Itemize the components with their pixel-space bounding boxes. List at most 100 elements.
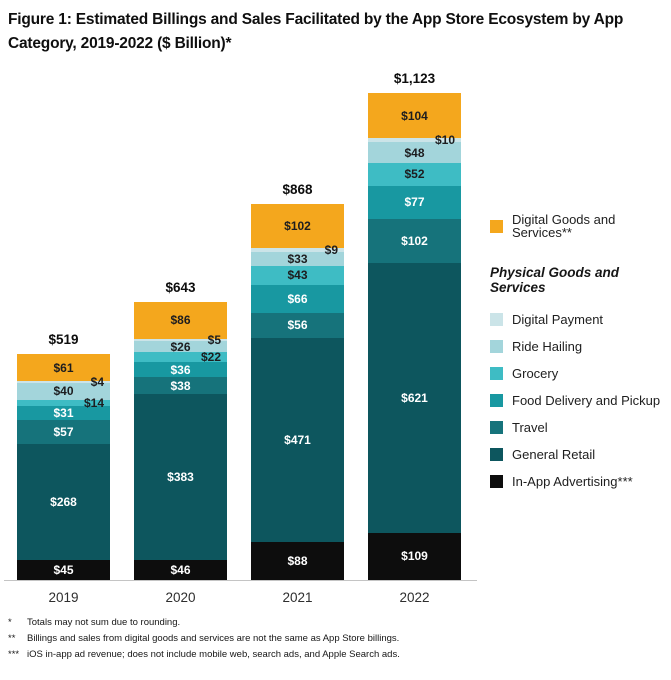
value-label-ride-hailing-2021: $33: [287, 251, 308, 266]
value-label-travel-2019: $57: [53, 424, 74, 439]
legend-label-travel: Travel: [512, 420, 548, 435]
footnote-3-text: iOS in-app ad revenue; does not include …: [27, 649, 400, 661]
footnote-1: * Totals may not sum due to rounding.: [8, 615, 658, 631]
legend-item-travel: Travel: [490, 421, 671, 434]
grocery-swatch: [490, 367, 503, 380]
legend-label-food-delivery: Food Delivery and Pickup: [512, 393, 661, 408]
segment-travel-2019: $57: [17, 419, 110, 445]
segment-travel-2022: $102: [368, 219, 461, 264]
total-label-2020: $643: [165, 279, 196, 295]
legend-label-grocery: Grocery: [512, 366, 559, 381]
value-label-digital-payment-2019: $4: [90, 374, 104, 389]
legend-item-digital-payment: Digital Payment: [490, 313, 671, 326]
value-label-in-app-advertising-2021: $88: [287, 553, 308, 568]
value-label-food-delivery-and-pickup-2020: $36: [170, 362, 191, 377]
segment-digital-goods-and-services-2020: $86: [134, 301, 227, 339]
value-label-digital-payment-2021: $9: [324, 242, 338, 257]
segment-grocery-2019: [17, 400, 110, 407]
value-label-digital-goods-and-services-2020: $86: [170, 313, 191, 328]
value-label-digital-goods-and-services-2019: $61: [53, 360, 74, 375]
travel-swatch: [490, 421, 503, 434]
segment-digital-payment-2021: [251, 247, 344, 252]
segment-grocery-2021: $43: [251, 265, 344, 285]
legend-heading-physical: Physical Goods and Services: [490, 265, 620, 295]
segment-ride-hailing-2019: $40: [17, 382, 110, 401]
bar-2019: $61 $4 $40 $14 $31 $57 $268 $45: [17, 354, 110, 580]
segment-general-retail-2022: $621: [368, 263, 461, 533]
segment-in-app-advertising-2019: $45: [17, 560, 110, 580]
value-label-general-retail-2020: $383: [167, 469, 194, 484]
digital-payment-swatch: [490, 313, 503, 326]
segment-ride-hailing-2020: $26: [134, 339, 227, 354]
value-label-grocery-2019: $14: [83, 396, 104, 411]
segment-food-delivery-and-pickup-2020: $36: [134, 361, 227, 378]
legend-item-general-retail: General Retail: [490, 448, 671, 461]
segment-general-retail-2021: $471: [251, 337, 344, 542]
segment-in-app-advertising-2021: $88: [251, 541, 344, 580]
value-label-in-app-advertising-2022: $109: [401, 549, 428, 564]
segment-ride-hailing-2021: $33: [251, 251, 344, 266]
value-label-travel-2020: $38: [170, 378, 191, 393]
value-label-general-retail-2021: $471: [284, 432, 311, 447]
segment-grocery-2020: [134, 352, 227, 362]
figure-title-line2: Category, 2019-2022 ($ Billion)*: [8, 35, 232, 53]
value-label-digital-goods-and-services-2021: $102: [284, 218, 311, 233]
figure-title: Figure 1: Estimated Billings and Sales F…: [8, 8, 668, 56]
x-axis-label-2019: 2019: [48, 590, 79, 605]
segment-in-app-advertising-2022: $109: [368, 532, 461, 580]
footnote-2-marker: **: [8, 633, 16, 645]
value-label-travel-2022: $102: [401, 234, 428, 249]
x-axis-label-2020: 2020: [165, 590, 196, 605]
total-label-2021: $868: [282, 181, 313, 197]
segment-food-delivery-and-pickup-2022: $77: [368, 185, 461, 220]
legend-label-ride-hailing: Ride Hailing: [512, 339, 583, 354]
total-label-2022: $1,123: [393, 70, 436, 86]
x-axis-label-2021: 2021: [282, 590, 313, 605]
footnote-1-text: Totals may not sum due to rounding.: [27, 617, 181, 628]
value-label-digital-payment-2020: $5: [207, 332, 221, 347]
segment-in-app-advertising-2020: $46: [134, 560, 227, 580]
value-label-in-app-advertising-2020: $46: [170, 562, 191, 577]
digital-goods-swatch: [490, 219, 503, 233]
legend-label-in-app-advertising: In-App Advertising***: [512, 474, 633, 489]
footnote-3-marker: ***: [8, 649, 20, 661]
value-label-food-delivery-and-pickup-2021: $66: [287, 291, 308, 306]
general-retail-swatch: [490, 448, 503, 461]
value-label-general-retail-2022: $621: [401, 391, 428, 406]
legend-label-digital-payment: Digital Payment: [512, 312, 604, 327]
legend-label-general-retail: General Retail: [512, 447, 596, 462]
footnotes: * Totals may not sum due to rounding. **…: [8, 615, 658, 663]
footnote-1-marker: *: [8, 617, 12, 628]
in-app-advertising-swatch: [490, 475, 503, 488]
bar-2020: $86 $5 $26 $22 $36 $38 $383 $46: [134, 301, 227, 580]
value-label-in-app-advertising-2019: $45: [53, 563, 74, 578]
value-label-ride-hailing-2019: $40: [53, 384, 74, 399]
footnote-2-text: Billings and sales from digital goods an…: [27, 633, 400, 645]
value-label-digital-goods-and-services-2022: $104: [401, 108, 428, 123]
x-axis-line: [4, 580, 477, 581]
segment-general-retail-2020: $383: [134, 393, 227, 560]
segment-grocery-2022: $52: [368, 163, 461, 186]
segment-digital-payment-2020: [134, 338, 227, 342]
segment-digital-goods-and-services-2019: $61: [17, 354, 110, 381]
value-label-food-delivery-and-pickup-2022: $77: [404, 195, 425, 210]
value-label-ride-hailing-2020: $26: [170, 339, 191, 354]
segment-food-delivery-and-pickup-2019: $31: [17, 406, 110, 420]
segment-general-retail-2019: $268: [17, 444, 110, 561]
segment-digital-payment-2019: [17, 380, 110, 383]
value-label-ride-hailing-2022: $48: [404, 145, 425, 160]
legend-item-food-delivery: Food Delivery and Pickup: [490, 394, 671, 407]
segment-travel-2020: $38: [134, 377, 227, 394]
segment-ride-hailing-2022: $48: [368, 142, 461, 164]
value-label-grocery-2022: $52: [404, 167, 425, 182]
legend-item-in-app-advertising: In-App Advertising***: [490, 475, 671, 488]
total-label-2019: $519: [48, 332, 79, 348]
segment-travel-2021: $56: [251, 313, 344, 338]
segment-digital-goods-and-services-2021: $102: [251, 203, 344, 248]
segment-digital-goods-and-services-2022: $104: [368, 92, 461, 139]
legend-item-grocery: Grocery: [490, 367, 671, 380]
value-label-digital-payment-2022: $10: [434, 133, 455, 148]
legend-item-digital-goods: Digital Goods and Services**: [490, 213, 671, 239]
